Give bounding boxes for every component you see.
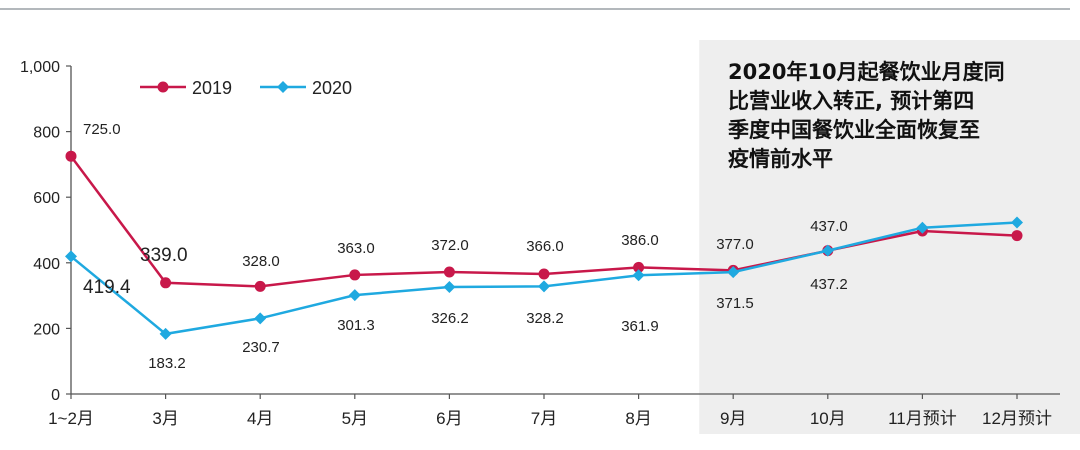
data-point-2020 (348, 289, 361, 302)
data-label-2019: 328.0 (242, 253, 280, 270)
data-label-2019: 437.0 (810, 218, 848, 235)
data-point-2019 (443, 266, 455, 278)
data-point-2020 (632, 269, 645, 282)
x-tick-label: 1~2月 (48, 409, 94, 428)
data-point-2020 (538, 280, 550, 293)
data-point-2020 (821, 244, 834, 257)
x-tick-label: 3月 (152, 409, 178, 428)
data-label-2019: 339.0 (140, 245, 188, 266)
data-point-2019 (349, 269, 361, 281)
x-tick-label: 9月 (720, 409, 746, 428)
data-point-2020 (254, 312, 267, 325)
x-tick-label: 11月预计 (888, 409, 957, 428)
data-point-2019 (1011, 230, 1023, 242)
x-tick-label: 7月 (531, 409, 557, 428)
annotation-text: 2020年10月起餐饮业月度同 比营业收入转正, 预计第四 季度中国餐饮业全面恢… (728, 58, 1058, 174)
x-tick-label: 6月 (436, 409, 462, 428)
x-tick-label: 5月 (342, 409, 368, 428)
legend-label-2019: 2019 (192, 78, 232, 98)
data-point-2020 (159, 327, 172, 340)
annotation-line: 2020年10月起餐饮业月度同 (728, 60, 1005, 84)
x-tick-label: 8月 (625, 409, 651, 428)
data-point-2020 (1011, 216, 1023, 229)
data-label-2019: 372.0 (431, 237, 469, 254)
data-point-2019 (633, 261, 645, 273)
annotation-line: 季度中国餐饮业全面恢复至 (728, 118, 980, 142)
data-label-2020: 230.7 (242, 339, 280, 356)
data-point-2020 (65, 250, 77, 263)
annotation-line: 疫情前水平 (728, 147, 833, 171)
legend-marker-2020 (277, 81, 289, 93)
data-point-2019 (254, 280, 266, 292)
data-label-2020: 361.9 (621, 318, 659, 335)
data-point-2020 (916, 221, 929, 234)
data-point-2020 (443, 281, 456, 294)
data-label-2019: 363.0 (337, 240, 375, 257)
data-label-2019: 725.0 (83, 121, 121, 138)
data-label-2020: 183.2 (148, 355, 186, 372)
y-tick-label: 600 (33, 190, 60, 207)
y-tick-label: 0 (51, 387, 60, 404)
data-point-2020 (727, 266, 740, 279)
annotation-line: 比营业收入转正, 预计第四 (728, 89, 975, 113)
x-tick-label: 10月 (810, 409, 846, 428)
data-label-2019: 366.0 (526, 238, 564, 255)
data-point-2019 (538, 268, 550, 280)
x-tick-label: 12月预计 (982, 409, 1052, 428)
y-tick-label: 1,000 (20, 59, 60, 76)
y-tick-label: 400 (33, 256, 60, 273)
data-label-2020: 419.4 (83, 277, 131, 298)
data-point-2019 (65, 150, 77, 162)
data-label-2020: 326.2 (431, 310, 469, 327)
y-tick-label: 200 (33, 321, 60, 338)
data-label-2020: 371.5 (716, 295, 754, 312)
data-label-2020: 328.2 (526, 310, 564, 327)
data-label-2019: 386.0 (621, 232, 659, 249)
data-point-2019 (160, 277, 172, 289)
legend-marker-2019 (157, 81, 169, 93)
legend-label-2020: 2020 (312, 78, 352, 98)
data-label-2019: 377.0 (716, 236, 754, 253)
data-label-2020: 437.2 (810, 276, 848, 293)
data-label-2020: 301.3 (337, 317, 375, 334)
x-tick-label: 4月 (247, 409, 273, 428)
y-tick-label: 800 (33, 125, 60, 142)
